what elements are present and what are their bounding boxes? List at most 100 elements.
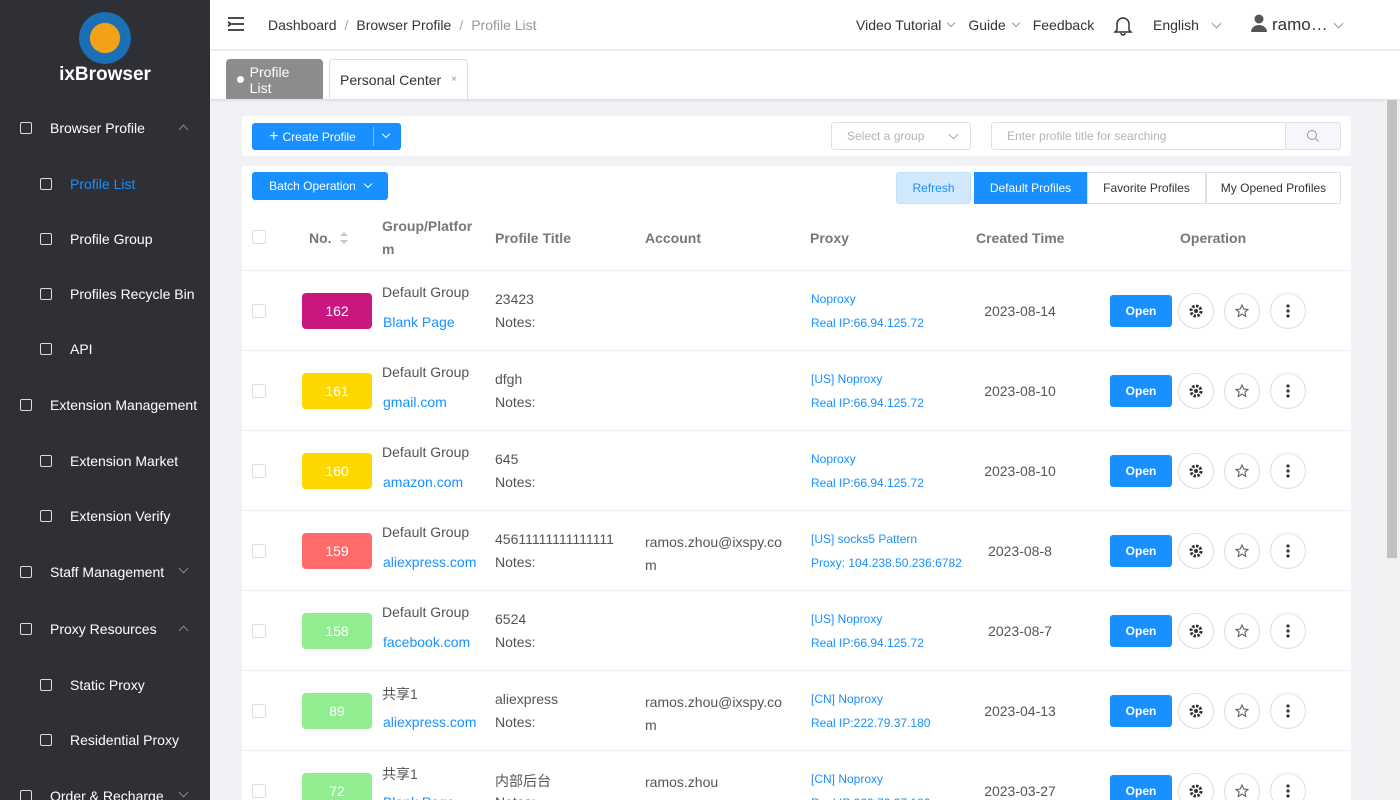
favorite-button[interactable] <box>1224 533 1260 569</box>
tab-close[interactable]: × <box>451 74 457 85</box>
open-button[interactable]: Open <box>1110 295 1172 327</box>
column-header[interactable]: No. <box>309 206 369 270</box>
menu-label: Order & Recharge <box>50 788 164 800</box>
favorite-button[interactable] <box>1224 693 1260 729</box>
row-checkbox[interactable] <box>252 544 266 558</box>
profile-title: 内部后台 <box>495 773 551 789</box>
submenu-icon <box>40 455 52 467</box>
search-button[interactable] <box>1285 122 1341 150</box>
bell-icon[interactable] <box>1113 14 1133 36</box>
filter-tab[interactable]: Default Profiles <box>974 172 1087 204</box>
settings-button[interactable] <box>1178 373 1214 409</box>
more-button[interactable] <box>1270 773 1306 800</box>
open-button[interactable]: Open <box>1110 695 1172 727</box>
platform[interactable]: gmail.com <box>383 394 447 410</box>
favorite-button[interactable] <box>1224 453 1260 489</box>
open-button[interactable]: Open <box>1110 615 1172 647</box>
menu-item[interactable]: Extension Management <box>0 385 210 425</box>
more-button[interactable] <box>1270 373 1306 409</box>
submenu-item[interactable]: API <box>0 329 210 369</box>
caret[interactable] <box>381 129 391 139</box>
table-header: No. Group/Platform Profile Title Account Pro… <box>242 206 1351 270</box>
notes-label: Notes: <box>495 314 536 330</box>
scrollbar[interactable] <box>1384 100 1400 800</box>
settings-button[interactable] <box>1178 693 1214 729</box>
open-button[interactable]: Open <box>1110 455 1172 487</box>
user-name[interactable]: ramo… <box>1272 15 1328 34</box>
row-checkbox[interactable] <box>252 464 266 478</box>
more-button[interactable] <box>1270 533 1306 569</box>
favorite-button[interactable] <box>1224 373 1260 409</box>
nav-item[interactable]: Guide <box>968 17 1020 33</box>
more-button[interactable] <box>1270 453 1306 489</box>
create-profile-button[interactable]: + Create Profile <box>252 123 401 150</box>
nav-item[interactable]: Video Tutorial <box>856 17 956 33</box>
menu-item[interactable]: Browser Profile <box>0 108 210 148</box>
settings-button[interactable] <box>1178 773 1214 800</box>
favorite-button[interactable] <box>1224 293 1260 329</box>
search-input[interactable]: Enter profile title for searching <box>991 122 1287 150</box>
row-checkbox[interactable] <box>252 784 266 798</box>
platform[interactable]: amazon.com <box>383 474 464 490</box>
submenu-icon <box>40 343 52 355</box>
filter-tab[interactable]: Favorite Profiles <box>1087 172 1206 204</box>
menu-item[interactable]: Proxy Resources <box>0 609 210 649</box>
select-all-checkbox[interactable] <box>252 230 266 244</box>
platform[interactable]: Blank Page <box>383 314 455 330</box>
submenu-item[interactable]: Profiles Recycle Bin <box>0 274 210 314</box>
row-checkbox[interactable] <box>252 384 266 398</box>
platform[interactable]: facebook.com <box>383 634 471 650</box>
breadcrumb-item[interactable]: Browser Profile <box>356 17 452 33</box>
submenu-item[interactable]: Profile List <box>0 164 210 204</box>
submenu-item[interactable]: Extension Verify <box>0 496 210 536</box>
favorite-button[interactable] <box>1224 773 1260 800</box>
platform[interactable]: aliexpress.com <box>383 714 477 730</box>
favorite-button[interactable] <box>1224 613 1260 649</box>
row-checkbox[interactable] <box>252 304 266 318</box>
menu-item[interactable]: Order & Recharge <box>0 776 210 800</box>
settings-button[interactable] <box>1178 293 1214 329</box>
settings-button[interactable] <box>1178 453 1214 489</box>
profile-number: 72 <box>302 773 372 800</box>
more-button[interactable] <box>1270 693 1306 729</box>
submenu-item[interactable]: Extension Market <box>0 441 210 481</box>
platform[interactable]: aliexpress.com <box>383 554 477 570</box>
breadcrumb-item[interactable]: Dashboard <box>268 17 337 33</box>
more-icon <box>1286 304 1290 318</box>
caret <box>1211 18 1222 29</box>
menu-item[interactable]: Staff Management <box>0 552 210 592</box>
nav-item[interactable]: Feedback <box>1033 17 1094 33</box>
created-time: 2023-08-10 <box>984 463 1056 479</box>
open-button[interactable]: Open <box>1110 375 1172 407</box>
created-time: 2023-03-27 <box>984 783 1056 799</box>
language-select[interactable]: English <box>1153 17 1199 33</box>
settings-button[interactable] <box>1178 533 1214 569</box>
table-row: 161 Default Group gmail.com dfgh Notes: [US] … <box>242 350 1351 430</box>
submenu-item[interactable]: Profile Group <box>0 219 210 259</box>
proxy-ip: Real IP:66.94.125.72 <box>811 476 924 490</box>
tab-label: Personal Center <box>340 71 442 88</box>
more-button[interactable] <box>1270 293 1306 329</box>
submenu-icon <box>40 288 52 300</box>
refresh-button[interactable]: Refresh <box>896 172 971 204</box>
group-select[interactable]: Select a group <box>831 122 971 150</box>
more-button[interactable] <box>1270 613 1306 649</box>
menu-toggle[interactable] <box>227 16 245 32</box>
scroll-thumb[interactable] <box>1387 100 1397 558</box>
submenu-item[interactable]: Static Proxy <box>0 665 210 705</box>
settings-button[interactable] <box>1178 613 1214 649</box>
open-button[interactable]: Open <box>1110 775 1172 800</box>
open-button[interactable]: Open <box>1110 535 1172 567</box>
breadcrumb-item: Profile List <box>471 17 537 33</box>
filter-tab[interactable]: My Opened Profiles <box>1206 172 1341 204</box>
row-checkbox[interactable] <box>252 704 266 718</box>
batch-operation-button[interactable]: Batch Operation <box>252 172 388 200</box>
menu-icon <box>20 399 32 411</box>
submenu-item[interactable]: Residential Proxy <box>0 720 210 760</box>
row-checkbox[interactable] <box>252 624 266 638</box>
tab[interactable]: Personal Center × <box>329 59 468 99</box>
nav-label: Guide <box>968 17 1006 33</box>
sort-icon[interactable] <box>339 231 349 245</box>
tab[interactable]: Profile List <box>226 59 323 99</box>
platform[interactable]: Blank Page <box>383 794 489 800</box>
